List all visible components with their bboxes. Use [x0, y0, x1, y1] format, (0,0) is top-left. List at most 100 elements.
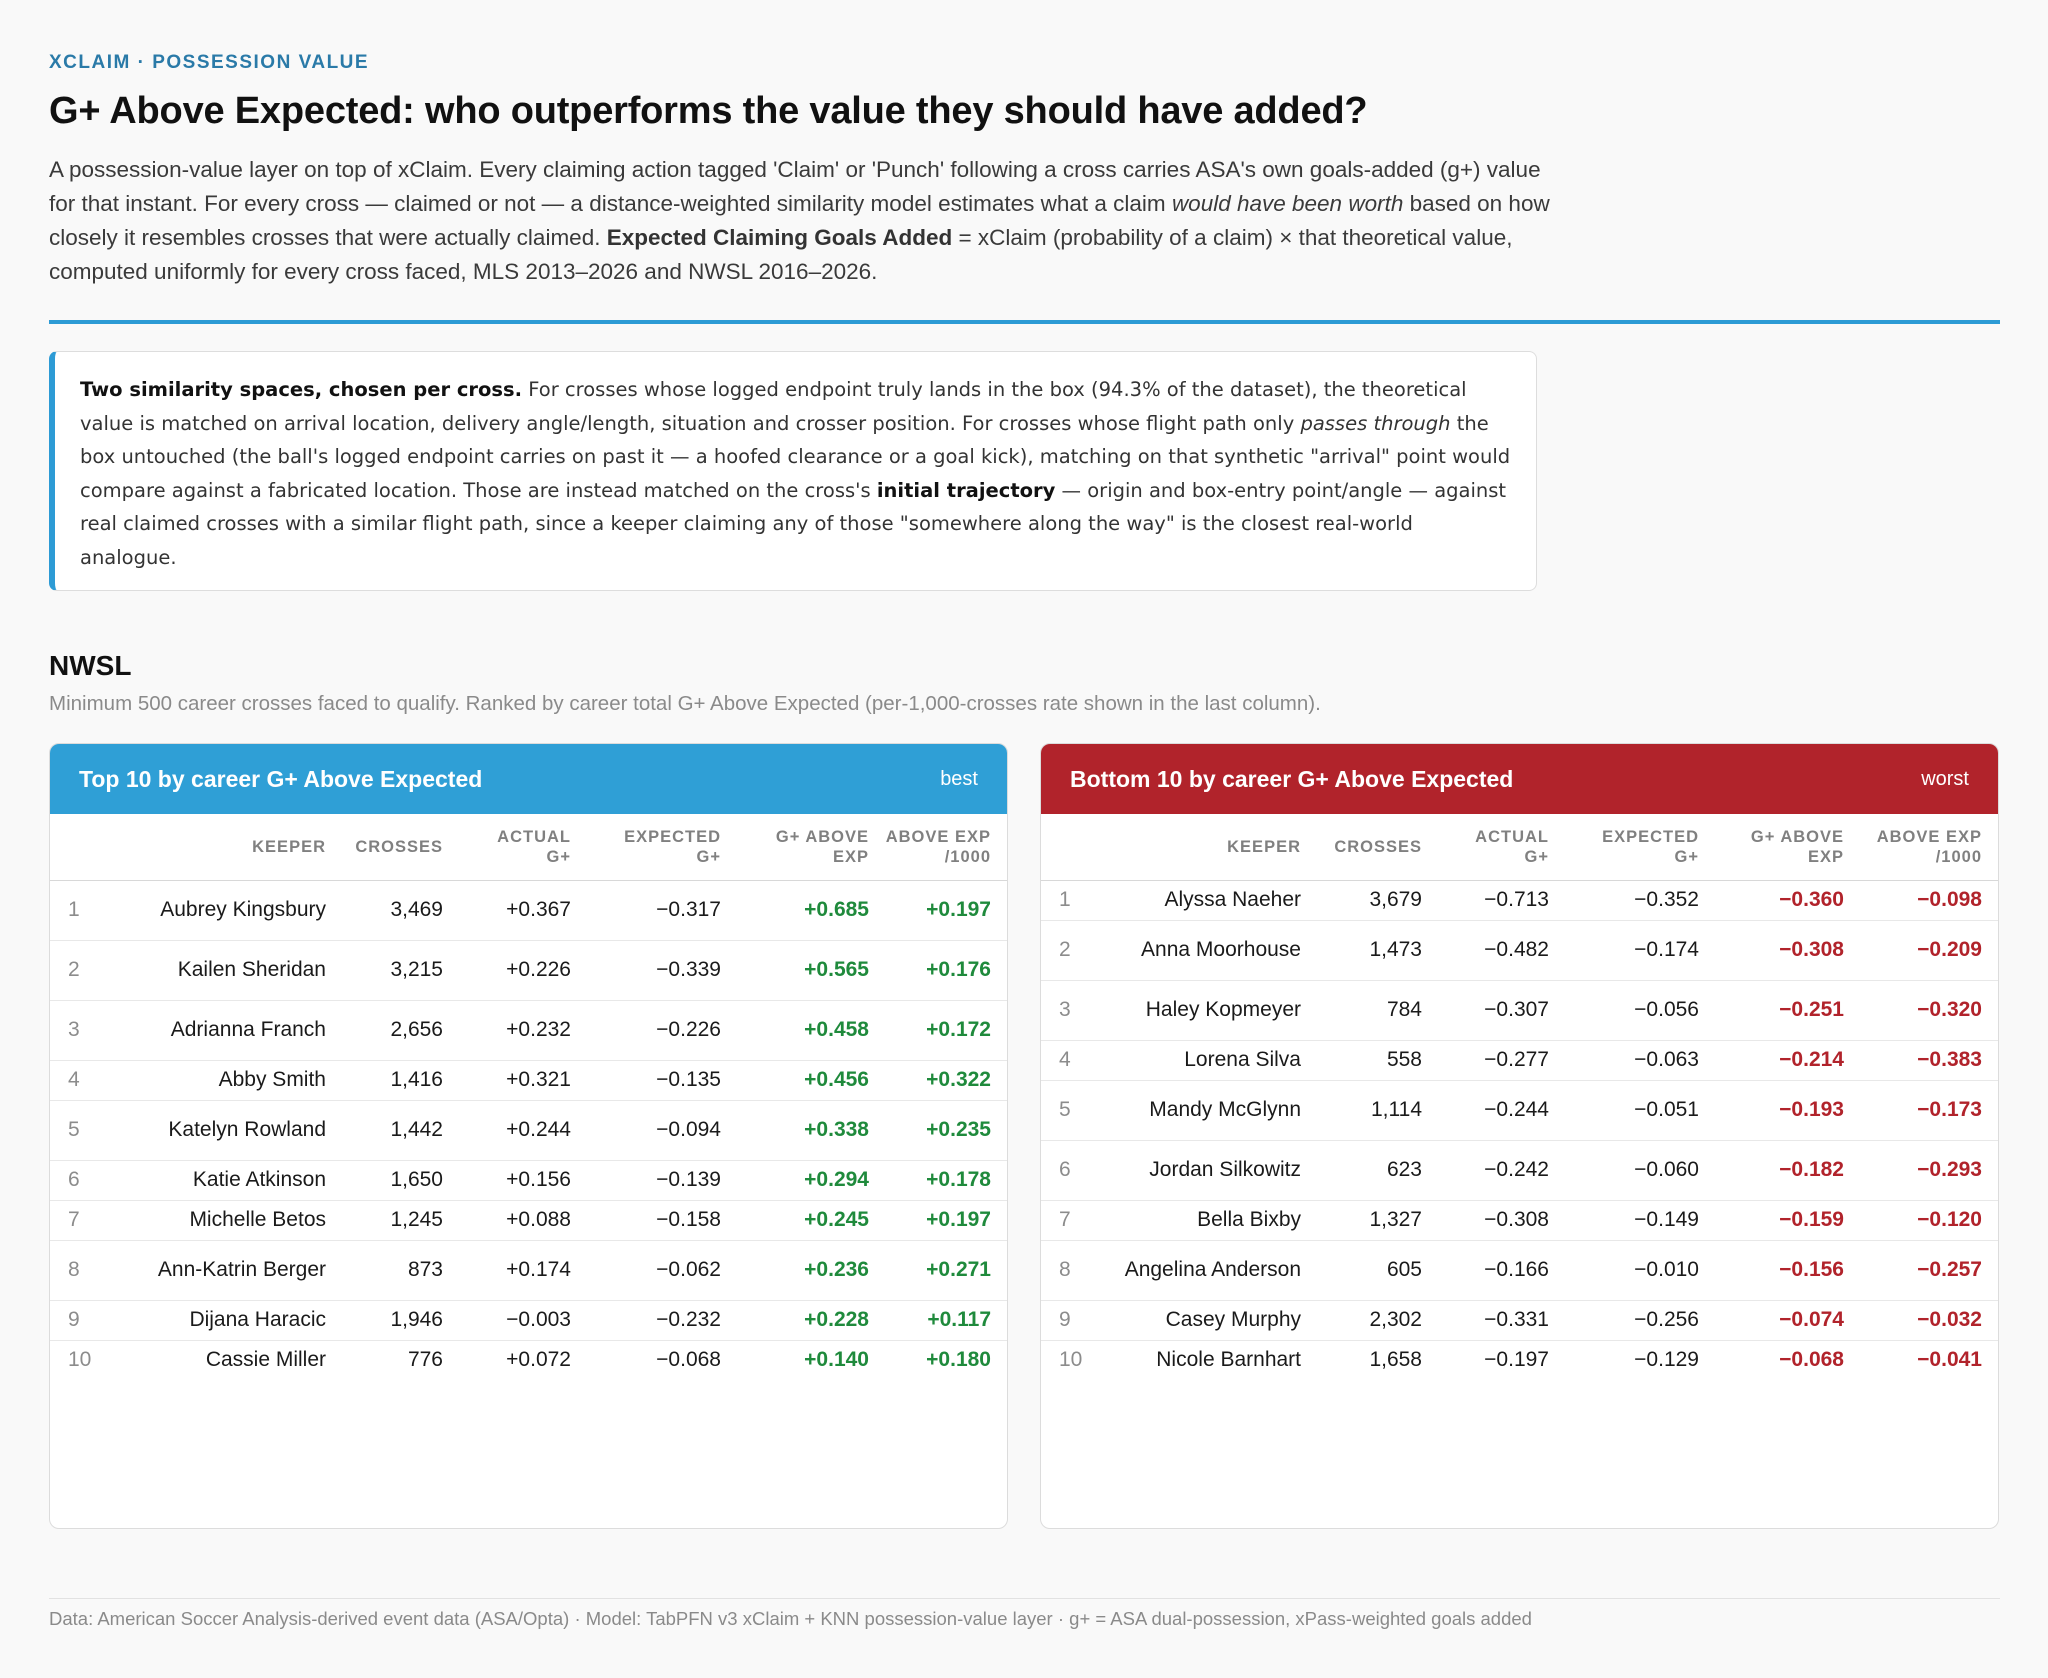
footer-credits: Data: American Soccer Analysis-derived e… — [49, 1608, 1532, 1629]
rank-cell: 4 — [1041, 1040, 1101, 1081]
expected-gplus-value: −0.226 — [571, 1000, 721, 1061]
expected-gplus-value: −0.135 — [571, 1060, 721, 1101]
col-header-line: ABOVE EXP — [1876, 827, 1982, 846]
above-exp-per-1000-value: −0.120 — [1844, 1200, 1998, 1241]
rank-cell: 9 — [1041, 1300, 1101, 1341]
above-exp-per-1000-value: −0.383 — [1844, 1040, 1998, 1081]
actual-gplus-value: −0.197 — [1484, 1348, 1549, 1372]
rank-cell: 1 — [1041, 880, 1101, 921]
gplus-above-exp-value: +0.565 — [721, 940, 869, 1001]
expected-gplus-value: −0.010 — [1549, 1240, 1699, 1301]
gplus-above-exp-value: −0.214 — [1699, 1040, 1844, 1081]
lede-bold: Expected Claiming Goals Added — [606, 225, 953, 250]
crosses-value: 1,114 — [1301, 1080, 1422, 1141]
above-exp-per-1000-value: +0.176 — [869, 940, 1007, 1001]
col-header-line: G+ ABOVE — [1750, 827, 1844, 846]
rank-cell: 10 — [68, 1348, 92, 1372]
above-exp-per-1000-value: +0.235 — [869, 1100, 1007, 1161]
crosses-value: 1,946 — [326, 1300, 443, 1341]
table-row: 6 Katie Atkinson 1,650 +0.156 −0.139 +0.294 +0… — [50, 1160, 1007, 1201]
crosses-value: 1,650 — [326, 1160, 443, 1201]
col-header-rank — [1041, 814, 1101, 881]
gplus-above-exp-value: −0.156 — [1699, 1240, 1844, 1301]
table-row: 1 Alyssa Naeher 3,679 −0.713 −0.352 −0.360 −0.… — [1041, 880, 1998, 921]
col-header-rate: ABOVE EXP/1000 — [869, 814, 1007, 881]
lede-emphasis: would have been worth — [1171, 191, 1404, 216]
actual-gplus-value: +0.174 — [443, 1240, 571, 1301]
crosses-value: 2,656 — [326, 1000, 443, 1061]
crosses-value: 1,327 — [1301, 1200, 1422, 1241]
above-exp-per-1000-value: −0.173 — [1844, 1080, 1998, 1141]
note-emphasis: passes through — [1300, 411, 1451, 435]
table-row: 5 Mandy McGlynn 1,114 −0.244 −0.051 −0.193 −0.… — [1041, 1080, 1998, 1141]
crosses-value: 1,473 — [1301, 920, 1422, 981]
crosses-value: 3,469 — [326, 880, 443, 941]
gplus-above-exp-value: +0.245 — [721, 1200, 869, 1241]
col-header-line: ABOVE EXP — [885, 827, 991, 846]
actual-gplus-value: −0.331 — [1422, 1300, 1549, 1341]
keeper-name: Casey Murphy — [1101, 1300, 1301, 1341]
col-header-crosses: CROSSES — [1301, 814, 1422, 881]
actual-gplus-value: −0.166 — [1422, 1240, 1549, 1301]
col-header-line: EXPECTED — [1602, 827, 1699, 846]
above-exp-per-1000-value: −0.041 — [1917, 1348, 1982, 1372]
col-header-line: G+ — [696, 847, 721, 866]
col-header-line: ACTUAL — [497, 827, 571, 846]
table-row: 7 Bella Bixby 1,327 −0.308 −0.149 −0.159 −0.12… — [1041, 1200, 1998, 1241]
page-title: G+ Above Expected: who outperforms the v… — [49, 90, 1368, 132]
bottom-10-table: KEEPER CROSSES ACTUAL G+ EXPECTED G+ G+ AB… — [1041, 814, 1998, 1380]
keeper-name: Ann-Katrin Berger — [110, 1240, 326, 1301]
crosses-value: 3,679 — [1301, 880, 1422, 921]
gplus-above-exp-value: +0.228 — [721, 1300, 869, 1341]
rank-cell: 7 — [50, 1200, 110, 1241]
rank-cell: 2 — [1041, 920, 1101, 981]
rank-cell: 6 — [1041, 1140, 1101, 1201]
note-text: — origin and box-entry point/angle — aga… — [80, 478, 1507, 569]
keeper-name: Dijana Haracic — [110, 1300, 326, 1341]
crosses-value: 605 — [1301, 1240, 1422, 1301]
keeper-name: Abby Smith — [110, 1060, 326, 1101]
best-tag: best — [940, 767, 978, 790]
col-header-keeper: KEEPER — [110, 814, 326, 881]
above-exp-per-1000-value: +0.117 — [869, 1300, 1007, 1341]
crosses-value: 873 — [326, 1240, 443, 1301]
col-header-line: G+ ABOVE — [775, 827, 869, 846]
table-row: 2 Kailen Sheridan 3,215 +0.226 −0.339 +0.565 +… — [50, 940, 1007, 1001]
rank-cell: 1 — [50, 880, 110, 941]
above-exp-per-1000-value: +0.322 — [869, 1060, 1007, 1101]
top-10-table: KEEPER CROSSES ACTUAL G+ EXPECTED G+ G+ AB… — [50, 814, 1007, 1380]
expected-gplus-value: −0.158 — [571, 1200, 721, 1241]
table-row: 10 Cassie Miller 776 +0.072 −0.068 +0.140 +0.1… — [50, 1340, 1007, 1380]
table-row: 5 Katelyn Rowland 1,442 +0.244 −0.094 +0.338 +… — [50, 1100, 1007, 1161]
actual-gplus-value: −0.482 — [1422, 920, 1549, 981]
rank-cell: 10 — [1059, 1348, 1083, 1372]
keeper-name: Kailen Sheridan — [110, 940, 326, 1001]
above-exp-per-1000-value: −0.257 — [1844, 1240, 1998, 1301]
above-exp-per-1000-value: +0.178 — [869, 1160, 1007, 1201]
actual-gplus-value: −0.244 — [1422, 1080, 1549, 1141]
col-header-actual: ACTUAL G+ — [443, 814, 571, 881]
gplus-above-exp-value: −0.068 — [1779, 1348, 1844, 1372]
col-header-line: ACTUAL — [1475, 827, 1549, 846]
note-bold: initial trajectory — [876, 478, 1056, 502]
actual-gplus-value: −0.713 — [1422, 880, 1549, 921]
actual-gplus-value: +0.244 — [443, 1100, 571, 1161]
actual-gplus-value: +0.226 — [443, 940, 571, 1001]
keeper-name: Anna Moorhouse — [1101, 920, 1301, 981]
col-header-crosses: CROSSES — [326, 814, 443, 881]
keeper-name: Haley Kopmeyer — [1101, 980, 1301, 1041]
gplus-above-exp-value: +0.338 — [721, 1100, 869, 1161]
actual-gplus-value: +0.088 — [443, 1200, 571, 1241]
header-divider — [49, 320, 2000, 324]
col-header-above: G+ ABOVE EXP — [1699, 814, 1844, 881]
above-exp-per-1000-value: +0.271 — [869, 1240, 1007, 1301]
expected-gplus-value: −0.139 — [571, 1160, 721, 1201]
col-header-line: EXPECTED — [624, 827, 721, 846]
crosses-value: 776 — [407, 1348, 443, 1372]
note-text: For crosses whose logged endpoint truly … — [80, 378, 1467, 435]
col-header-line: EXP — [1807, 847, 1844, 866]
expected-gplus-value: −0.062 — [571, 1240, 721, 1301]
note-heading: Two similarity spaces, chosen per cross. — [80, 378, 523, 401]
above-exp-per-1000-value: +0.197 — [869, 880, 1007, 941]
expected-gplus-value: −0.317 — [571, 880, 721, 941]
